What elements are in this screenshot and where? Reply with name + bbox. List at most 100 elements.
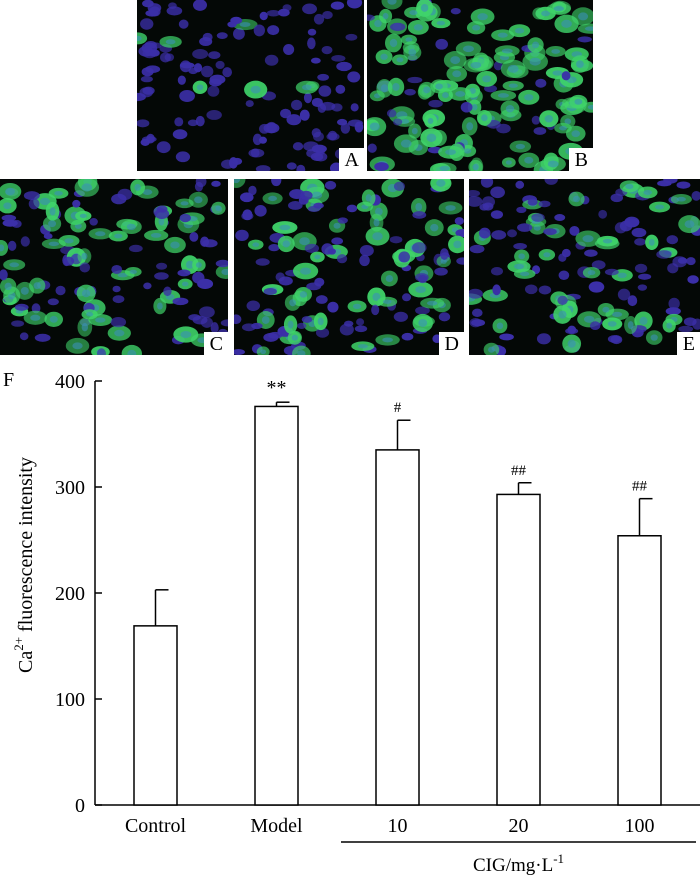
x-tick-label: Control bbox=[125, 815, 187, 837]
cell bbox=[313, 202, 324, 209]
cell bbox=[189, 231, 199, 242]
cell bbox=[480, 179, 494, 188]
cell bbox=[456, 257, 464, 265]
cell bbox=[310, 152, 324, 161]
cell bbox=[460, 101, 473, 113]
cell bbox=[351, 341, 375, 352]
cell bbox=[558, 253, 567, 262]
cell bbox=[676, 181, 691, 189]
cell bbox=[513, 243, 527, 250]
cell bbox=[262, 192, 283, 205]
cell bbox=[345, 33, 358, 41]
cell bbox=[430, 179, 452, 192]
cell bbox=[154, 208, 170, 220]
cell bbox=[545, 46, 566, 57]
cell bbox=[146, 133, 155, 144]
cell bbox=[318, 85, 332, 97]
cell bbox=[499, 333, 514, 341]
cell bbox=[120, 219, 142, 235]
cell bbox=[554, 122, 572, 134]
cell bbox=[163, 286, 172, 297]
cell bbox=[484, 84, 498, 93]
cell bbox=[145, 9, 159, 17]
cell bbox=[0, 239, 9, 256]
cell bbox=[346, 0, 363, 9]
cell bbox=[331, 237, 344, 245]
cell bbox=[463, 57, 489, 73]
cell bbox=[331, 55, 346, 62]
cell bbox=[179, 90, 195, 102]
cell bbox=[336, 61, 352, 72]
cell bbox=[344, 320, 354, 327]
cell bbox=[392, 54, 408, 66]
micrograph-e: E bbox=[469, 179, 700, 355]
cell bbox=[336, 254, 348, 264]
cell bbox=[264, 54, 279, 66]
cell bbox=[303, 92, 312, 104]
cell bbox=[267, 25, 280, 36]
cell bbox=[569, 94, 588, 109]
cell bbox=[313, 13, 325, 25]
cell bbox=[624, 316, 638, 335]
cell bbox=[76, 284, 96, 303]
cell bbox=[490, 210, 504, 219]
cell bbox=[110, 317, 127, 328]
cell bbox=[283, 43, 295, 55]
cell bbox=[3, 259, 26, 271]
bar bbox=[496, 493, 541, 806]
cell bbox=[408, 123, 422, 139]
cell bbox=[514, 249, 530, 264]
cell bbox=[220, 319, 228, 327]
cell bbox=[596, 235, 619, 247]
cell bbox=[259, 11, 268, 21]
y-tick-label: 100 bbox=[55, 689, 85, 711]
cell bbox=[23, 191, 40, 201]
micrograph-d-label: D bbox=[438, 332, 464, 355]
cell bbox=[582, 266, 601, 279]
cell bbox=[470, 8, 495, 25]
cell bbox=[369, 213, 384, 232]
cell bbox=[295, 80, 318, 94]
cell bbox=[575, 230, 601, 247]
cell bbox=[393, 118, 403, 126]
cell bbox=[272, 221, 298, 234]
cell bbox=[306, 282, 322, 291]
cell bbox=[271, 179, 282, 187]
chart-panel-label: F bbox=[3, 369, 14, 391]
cell bbox=[361, 189, 376, 207]
cell bbox=[215, 264, 228, 279]
cell bbox=[160, 52, 171, 63]
cell bbox=[683, 317, 697, 327]
cell bbox=[248, 185, 257, 196]
cell bbox=[177, 278, 193, 290]
cell bbox=[476, 70, 498, 87]
cell bbox=[336, 118, 348, 126]
cell bbox=[11, 320, 25, 327]
cell bbox=[455, 228, 464, 238]
cell bbox=[649, 201, 671, 213]
cell bbox=[607, 335, 621, 343]
cell bbox=[253, 24, 265, 37]
cell bbox=[137, 92, 146, 102]
cell bbox=[656, 250, 672, 259]
cell bbox=[28, 198, 40, 210]
cell bbox=[310, 57, 321, 64]
cell bbox=[561, 71, 571, 81]
cell bbox=[687, 275, 699, 284]
cell bbox=[288, 201, 303, 210]
cell bbox=[538, 285, 552, 295]
cell bbox=[215, 60, 225, 70]
cell bbox=[275, 272, 285, 282]
cell bbox=[686, 257, 696, 266]
cell bbox=[315, 295, 328, 304]
cell bbox=[668, 297, 680, 310]
cell bbox=[121, 344, 142, 355]
cell bbox=[469, 244, 485, 254]
cell bbox=[286, 162, 297, 170]
cell bbox=[250, 148, 260, 158]
cell bbox=[255, 165, 271, 171]
cell bbox=[299, 109, 310, 121]
cell bbox=[346, 204, 358, 213]
cell bbox=[241, 212, 254, 221]
cell bbox=[428, 99, 443, 108]
